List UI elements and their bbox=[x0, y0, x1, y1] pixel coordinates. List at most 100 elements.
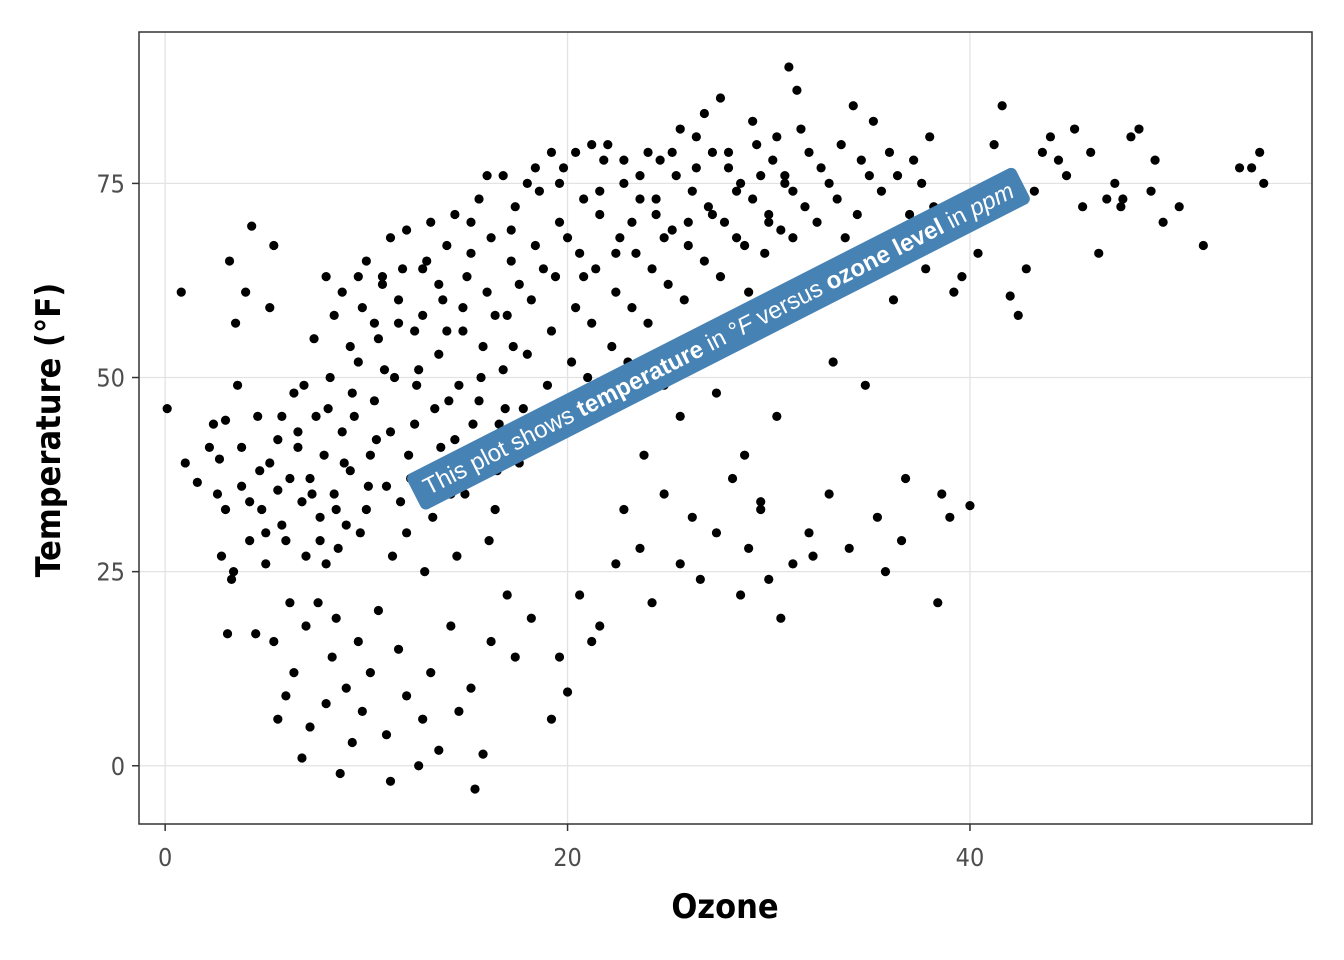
data-point bbox=[1005, 291, 1015, 301]
data-point bbox=[1102, 194, 1112, 204]
data-point bbox=[341, 683, 351, 693]
data-point bbox=[265, 303, 275, 313]
data-point bbox=[498, 171, 508, 181]
data-point bbox=[251, 629, 261, 639]
data-point bbox=[478, 749, 488, 759]
data-point bbox=[824, 178, 834, 189]
data-point bbox=[856, 155, 866, 165]
data-point bbox=[257, 504, 267, 515]
data-point bbox=[973, 248, 983, 258]
data-point bbox=[587, 318, 597, 328]
data-point bbox=[502, 310, 512, 321]
data-point bbox=[389, 372, 400, 383]
data-point bbox=[1086, 147, 1096, 157]
data-point bbox=[355, 528, 365, 538]
data-point bbox=[812, 217, 822, 227]
data-point bbox=[699, 108, 709, 119]
y-axis: 0 25 50 75 bbox=[96, 169, 139, 781]
data-point bbox=[393, 644, 404, 654]
data-point bbox=[715, 271, 726, 282]
data-point bbox=[615, 233, 625, 243]
data-point bbox=[635, 194, 645, 204]
data-point bbox=[1029, 186, 1039, 196]
data-point bbox=[603, 139, 613, 150]
data-point bbox=[486, 233, 496, 243]
data-point bbox=[711, 528, 722, 538]
data-point bbox=[695, 574, 705, 585]
data-point bbox=[579, 271, 589, 282]
data-point bbox=[816, 163, 826, 173]
data-point bbox=[426, 667, 436, 678]
x-tick-label: 40 bbox=[956, 843, 985, 872]
data-point bbox=[896, 535, 907, 546]
data-point bbox=[434, 279, 444, 289]
data-point bbox=[780, 178, 790, 189]
data-point bbox=[222, 629, 233, 639]
data-point bbox=[546, 714, 557, 724]
data-point bbox=[1255, 147, 1265, 157]
data-point bbox=[880, 567, 891, 577]
y-tick-label: 25 bbox=[96, 558, 125, 587]
data-point bbox=[595, 186, 605, 196]
data-point bbox=[715, 93, 726, 103]
data-point bbox=[892, 171, 903, 181]
data-point bbox=[265, 458, 275, 468]
data-point bbox=[442, 240, 452, 251]
data-point bbox=[466, 217, 476, 227]
data-point bbox=[587, 636, 597, 647]
data-point bbox=[888, 295, 899, 305]
data-point bbox=[619, 155, 629, 165]
data-point bbox=[619, 178, 629, 189]
data-point bbox=[237, 481, 247, 491]
data-point bbox=[321, 559, 331, 569]
data-point bbox=[627, 217, 637, 227]
data-point bbox=[1158, 217, 1168, 227]
data-point bbox=[554, 217, 565, 227]
data-point bbox=[522, 178, 532, 189]
data-point bbox=[301, 551, 311, 561]
data-point bbox=[438, 295, 448, 305]
data-point bbox=[353, 271, 363, 282]
data-point bbox=[454, 380, 464, 390]
data-point bbox=[460, 489, 470, 499]
data-point bbox=[430, 403, 440, 414]
data-point bbox=[325, 372, 335, 383]
data-point bbox=[760, 248, 770, 258]
data-point bbox=[840, 233, 850, 243]
data-points bbox=[162, 62, 1269, 794]
data-point bbox=[331, 504, 341, 515]
data-point bbox=[647, 598, 657, 608]
data-point bbox=[748, 194, 758, 204]
data-point bbox=[679, 295, 689, 305]
data-point bbox=[401, 225, 412, 235]
data-point bbox=[510, 202, 520, 212]
data-point bbox=[530, 240, 540, 251]
data-point bbox=[339, 458, 349, 468]
data-point bbox=[864, 171, 874, 181]
data-point bbox=[691, 132, 701, 142]
data-point bbox=[1094, 248, 1104, 258]
data-point bbox=[647, 264, 657, 274]
data-point bbox=[683, 217, 693, 227]
data-point bbox=[522, 349, 532, 359]
data-point bbox=[691, 163, 701, 173]
data-point bbox=[663, 279, 673, 289]
data-point bbox=[458, 303, 468, 313]
data-point bbox=[1126, 132, 1136, 142]
data-point bbox=[740, 450, 750, 460]
data-point bbox=[744, 543, 754, 553]
data-point bbox=[277, 520, 287, 530]
data-point bbox=[937, 489, 947, 499]
data-point bbox=[241, 287, 251, 297]
data-point bbox=[345, 341, 355, 352]
data-point bbox=[434, 349, 444, 359]
data-point bbox=[494, 419, 504, 429]
data-point bbox=[780, 171, 790, 181]
data-point bbox=[643, 318, 653, 328]
data-point bbox=[454, 706, 464, 717]
data-point bbox=[333, 543, 343, 553]
data-point bbox=[1150, 155, 1160, 165]
data-point bbox=[349, 411, 359, 421]
data-point bbox=[1021, 264, 1031, 274]
data-point bbox=[546, 147, 557, 157]
